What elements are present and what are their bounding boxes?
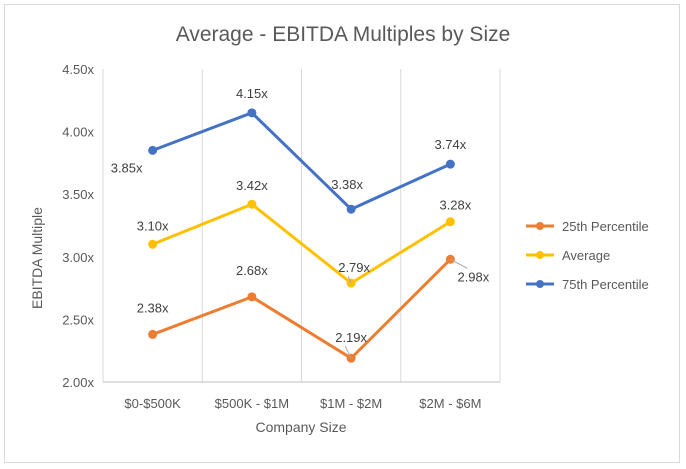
y-tick-label: 4.00x (62, 125, 94, 140)
data-label: 2.79x (338, 260, 370, 275)
data-point (148, 145, 158, 155)
x-tick-label: $500K - $1M (215, 396, 289, 411)
chart-frame (4, 4, 680, 463)
data-label: 3.85x (111, 160, 143, 175)
legend-label: 25th Percentile (562, 219, 649, 234)
x-axis-title: Company Size (255, 419, 346, 435)
leader-line (344, 345, 352, 359)
x-tick-label: $0-$500K (124, 396, 181, 411)
series-line (151, 257, 452, 360)
y-axis-title: EBITDA Multiple (29, 207, 45, 309)
y-tick-label: 3.50x (62, 187, 94, 202)
data-label: 2.19x (335, 330, 367, 345)
data-point (148, 329, 158, 339)
x-axis-ticks: $0-$500K $500K - $1M $1M - $2M $2M - $6M (124, 396, 481, 411)
data-label-layer: 2.38x 2.68x 2.19x 2.98x 3.10x 3.42x 2.79x 3.28x… (111, 86, 490, 359)
y-tick-label: 2.50x (62, 312, 94, 327)
y-axis-ticks: 2.00x 2.50x 3.00x 3.50x 4.00x 4.50x (62, 62, 94, 390)
grid-layer (102, 69, 501, 383)
leader-line (347, 275, 352, 284)
legend-swatch-marker (536, 251, 544, 259)
data-label: 3.74x (434, 137, 466, 152)
legend-swatch-marker (536, 222, 544, 230)
data-label: 2.68x (236, 263, 268, 278)
legend-label: Average (562, 248, 610, 263)
data-label: 3.10x (137, 218, 169, 233)
series-layer (148, 108, 455, 363)
data-label: 3.38x (331, 177, 363, 192)
x-tick-label: $2M - $6M (419, 396, 481, 411)
legend: 25th Percentile Average 75th Percentile (526, 219, 649, 292)
data-point (247, 292, 257, 302)
data-label: 2.98x (457, 269, 489, 284)
y-tick-label: 3.00x (62, 250, 94, 265)
y-tick-label: 2.00x (62, 375, 94, 390)
series-line (151, 111, 452, 211)
data-point (445, 217, 455, 227)
data-label: 3.28x (439, 198, 471, 213)
data-point (247, 199, 257, 209)
chart-title: Average - EBITDA Multiples by Size (176, 23, 511, 46)
data-label: 3.42x (236, 178, 268, 193)
data-point (247, 108, 257, 118)
y-tick-label: 4.50x (62, 62, 94, 77)
data-point (346, 204, 356, 214)
x-tick-label: $1M - $2M (320, 396, 382, 411)
leader-line (450, 258, 468, 269)
data-label: 4.15x (236, 86, 268, 101)
legend-swatch-marker (536, 280, 544, 288)
data-point (148, 239, 158, 249)
data-label: 2.38x (137, 300, 169, 315)
legend-label: 75th Percentile (562, 277, 649, 292)
series-line (151, 202, 452, 285)
data-point (445, 159, 455, 169)
